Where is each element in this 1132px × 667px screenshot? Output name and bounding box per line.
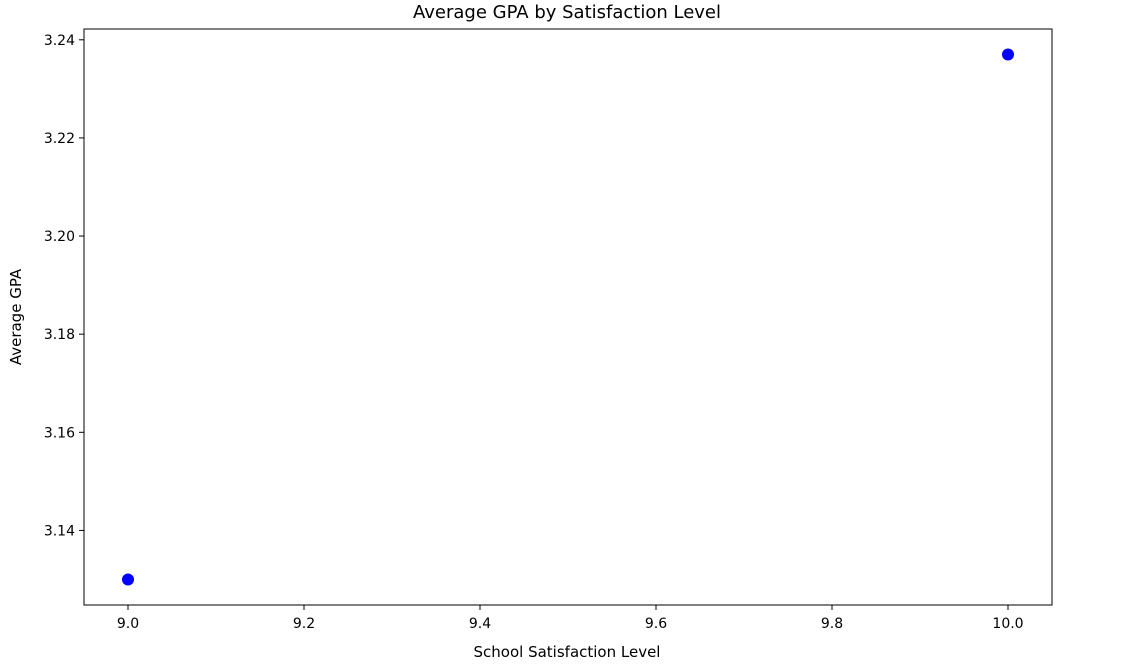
- x-tick-label: 9.2: [293, 616, 315, 632]
- data-points: [122, 48, 1014, 586]
- chart-title: Average GPA by Satisfaction Level: [413, 2, 721, 23]
- y-tick-label: 3.24: [44, 33, 75, 49]
- x-tick-label: 9.0: [117, 616, 139, 632]
- x-axis-label: School Satisfaction Level: [474, 643, 661, 661]
- x-tick-label: 10.0: [992, 616, 1023, 632]
- y-tick-label: 3.16: [44, 425, 75, 441]
- plot-area: [84, 29, 1052, 605]
- y-axis-ticks: 3.14 3.16 3.18 3.20 3.22 3.24: [44, 33, 84, 539]
- y-axis-label: Average GPA: [7, 268, 25, 365]
- x-tick-label: 9.6: [645, 616, 667, 632]
- x-tick-label: 9.4: [469, 616, 491, 632]
- data-point: [122, 573, 134, 586]
- data-point: [1002, 48, 1014, 61]
- y-tick-label: 3.22: [44, 131, 75, 147]
- y-tick-label: 3.20: [44, 229, 75, 245]
- y-tick-label: 3.18: [44, 327, 75, 343]
- x-tick-label: 9.8: [821, 616, 843, 632]
- x-axis-ticks: 9.0 9.2 9.4 9.6 9.8 10.0: [117, 605, 1024, 632]
- y-tick-label: 3.14: [44, 523, 75, 539]
- plot-frame: [83, 28, 1053, 606]
